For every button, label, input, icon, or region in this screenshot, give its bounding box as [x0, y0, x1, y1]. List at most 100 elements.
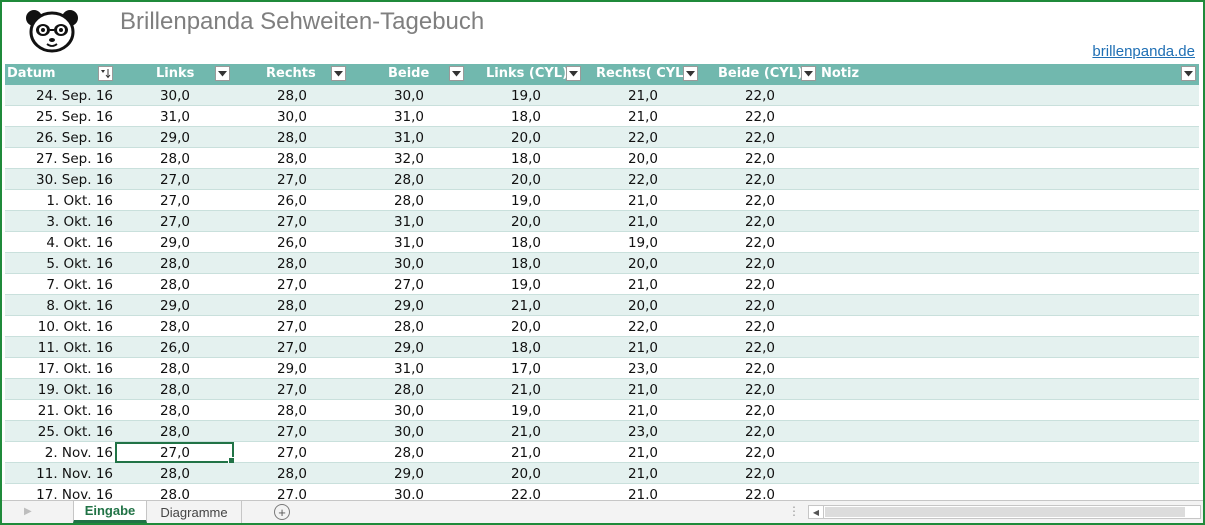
- cell-beide-cyl[interactable]: 22,0: [744, 444, 775, 461]
- cell-beide[interactable]: 32,0: [393, 150, 424, 167]
- cell-rechts-cyl[interactable]: 21,0: [627, 339, 658, 356]
- cell-links[interactable]: 28,0: [159, 255, 190, 272]
- cell-notiz[interactable]: [819, 106, 1199, 127]
- cell-rechts[interactable]: 27,0: [276, 339, 307, 356]
- cell-rechts-cyl[interactable]: 21,0: [627, 486, 658, 500]
- cell-links-cyl[interactable]: 19,0: [510, 402, 541, 419]
- cell-notiz[interactable]: [819, 337, 1199, 358]
- cell-links[interactable]: 29,0: [159, 297, 190, 314]
- cell-datum[interactable]: 26. Sep. 16: [36, 129, 113, 146]
- cell-beide[interactable]: 30,0: [393, 255, 424, 272]
- cell-datum[interactable]: 21. Okt. 16: [37, 402, 113, 419]
- cell-links-cyl[interactable]: 20,0: [510, 171, 541, 188]
- cell-links[interactable]: 26,0: [159, 339, 190, 356]
- cell-datum[interactable]: 11. Nov. 16: [36, 465, 113, 482]
- cell-beide-cyl[interactable]: 22,0: [744, 381, 775, 398]
- tab-diagramme[interactable]: Diagramme: [147, 501, 242, 523]
- cell-links-cyl[interactable]: 20,0: [510, 465, 541, 482]
- cell-datum[interactable]: 3. Okt. 16: [46, 213, 113, 230]
- cell-rechts-cyl[interactable]: 20,0: [627, 255, 658, 272]
- cell-links[interactable]: 28,0: [159, 423, 190, 440]
- cell-links-cyl[interactable]: 21,0: [510, 423, 541, 440]
- cell-datum[interactable]: 19. Okt. 16: [37, 381, 113, 398]
- cell-notiz[interactable]: [819, 358, 1199, 379]
- cell-datum[interactable]: 5. Okt. 16: [46, 255, 113, 272]
- cell-links[interactable]: 28,0: [159, 381, 190, 398]
- cell-rechts-cyl[interactable]: 22,0: [627, 129, 658, 146]
- cell-links-cyl[interactable]: 20,0: [510, 213, 541, 230]
- cell-datum[interactable]: 4. Okt. 16: [46, 234, 113, 251]
- cell-links[interactable]: 28,0: [159, 360, 190, 377]
- cell-beide-cyl[interactable]: 22,0: [744, 234, 775, 251]
- filter-button[interactable]: [215, 66, 230, 81]
- cell-datum[interactable]: 17. Okt. 16: [37, 360, 113, 377]
- cell-rechts[interactable]: 27,0: [276, 381, 307, 398]
- cell-beide-cyl[interactable]: 22,0: [744, 192, 775, 209]
- cell-beide-cyl[interactable]: 22,0: [744, 255, 775, 272]
- cell-rechts-cyl[interactable]: 21,0: [627, 444, 658, 461]
- cell-beide[interactable]: 30,0: [393, 402, 424, 419]
- splitter-handle[interactable]: ⋮: [788, 504, 800, 518]
- cell-links[interactable]: 28,0: [159, 318, 190, 335]
- cell-beide-cyl[interactable]: 22,0: [744, 276, 775, 293]
- cell-rechts-cyl[interactable]: 22,0: [627, 318, 658, 335]
- cell-links-cyl[interactable]: 17,0: [510, 360, 541, 377]
- cell-links[interactable]: 30,0: [159, 87, 190, 104]
- cell-notiz[interactable]: [819, 127, 1199, 148]
- cell-rechts[interactable]: 28,0: [276, 129, 307, 146]
- cell-rechts-cyl[interactable]: 21,0: [627, 276, 658, 293]
- cell-notiz[interactable]: [819, 463, 1199, 484]
- cell-rechts[interactable]: 27,0: [276, 171, 307, 188]
- horizontal-scrollbar[interactable]: ◀: [808, 505, 1201, 519]
- cell-rechts[interactable]: 30,0: [276, 108, 307, 125]
- cell-rechts-cyl[interactable]: 21,0: [627, 213, 658, 230]
- cell-links-cyl[interactable]: 22,0: [510, 486, 541, 500]
- cell-links-cyl[interactable]: 21,0: [510, 297, 541, 314]
- cell-beide-cyl[interactable]: 22,0: [744, 423, 775, 440]
- cell-beide[interactable]: 29,0: [393, 297, 424, 314]
- cell-rechts[interactable]: 27,0: [276, 213, 307, 230]
- tab-eingabe[interactable]: Eingabe: [73, 501, 147, 523]
- cell-links-cyl[interactable]: 21,0: [510, 381, 541, 398]
- cell-links-cyl[interactable]: 18,0: [510, 108, 541, 125]
- cell-beide[interactable]: 29,0: [393, 465, 424, 482]
- filter-button[interactable]: [331, 66, 346, 81]
- filter-button[interactable]: [683, 66, 698, 81]
- cell-rechts[interactable]: 28,0: [276, 87, 307, 104]
- cell-datum[interactable]: 30. Sep. 16: [36, 171, 113, 188]
- cell-beide-cyl[interactable]: 22,0: [744, 318, 775, 335]
- cell-beide-cyl[interactable]: 22,0: [744, 402, 775, 419]
- cell-notiz[interactable]: [819, 316, 1199, 337]
- cell-links[interactable]: 29,0: [159, 129, 190, 146]
- cell-beide-cyl[interactable]: 22,0: [744, 171, 775, 188]
- cell-links[interactable]: 28,0: [159, 402, 190, 419]
- cell-beide[interactable]: 28,0: [393, 171, 424, 188]
- cell-links[interactable]: 28,0: [159, 465, 190, 482]
- cell-beide-cyl[interactable]: 22,0: [744, 108, 775, 125]
- cell-beide-cyl[interactable]: 22,0: [744, 150, 775, 167]
- cell-beide[interactable]: 31,0: [393, 108, 424, 125]
- cell-notiz[interactable]: [819, 295, 1199, 316]
- cell-links[interactable]: 28,0: [159, 150, 190, 167]
- sheet-nav-arrow-icon[interactable]: ▶: [24, 506, 32, 517]
- cell-rechts[interactable]: 26,0: [276, 234, 307, 251]
- cell-beide-cyl[interactable]: 22,0: [744, 297, 775, 314]
- cell-links[interactable]: 27,0: [159, 192, 190, 209]
- cell-beide[interactable]: 29,0: [393, 339, 424, 356]
- filter-button[interactable]: [449, 66, 464, 81]
- cell-links[interactable]: 28,0: [159, 276, 190, 293]
- cell-links-cyl[interactable]: 20,0: [510, 318, 541, 335]
- cell-links[interactable]: 27,0: [159, 213, 190, 230]
- cell-rechts[interactable]: 27,0: [276, 444, 307, 461]
- cell-rechts-cyl[interactable]: 23,0: [627, 423, 658, 440]
- cell-links-cyl[interactable]: 19,0: [510, 276, 541, 293]
- website-link[interactable]: brillenpanda.de: [1092, 43, 1195, 60]
- cell-rechts-cyl[interactable]: 20,0: [627, 297, 658, 314]
- cell-links-cyl[interactable]: 20,0: [510, 129, 541, 146]
- cell-notiz[interactable]: [819, 484, 1199, 499]
- filter-button[interactable]: [801, 66, 816, 81]
- cell-links-cyl[interactable]: 19,0: [510, 87, 541, 104]
- cell-beide-cyl[interactable]: 22,0: [744, 360, 775, 377]
- cell-beide[interactable]: 28,0: [393, 381, 424, 398]
- cell-notiz[interactable]: [819, 274, 1199, 295]
